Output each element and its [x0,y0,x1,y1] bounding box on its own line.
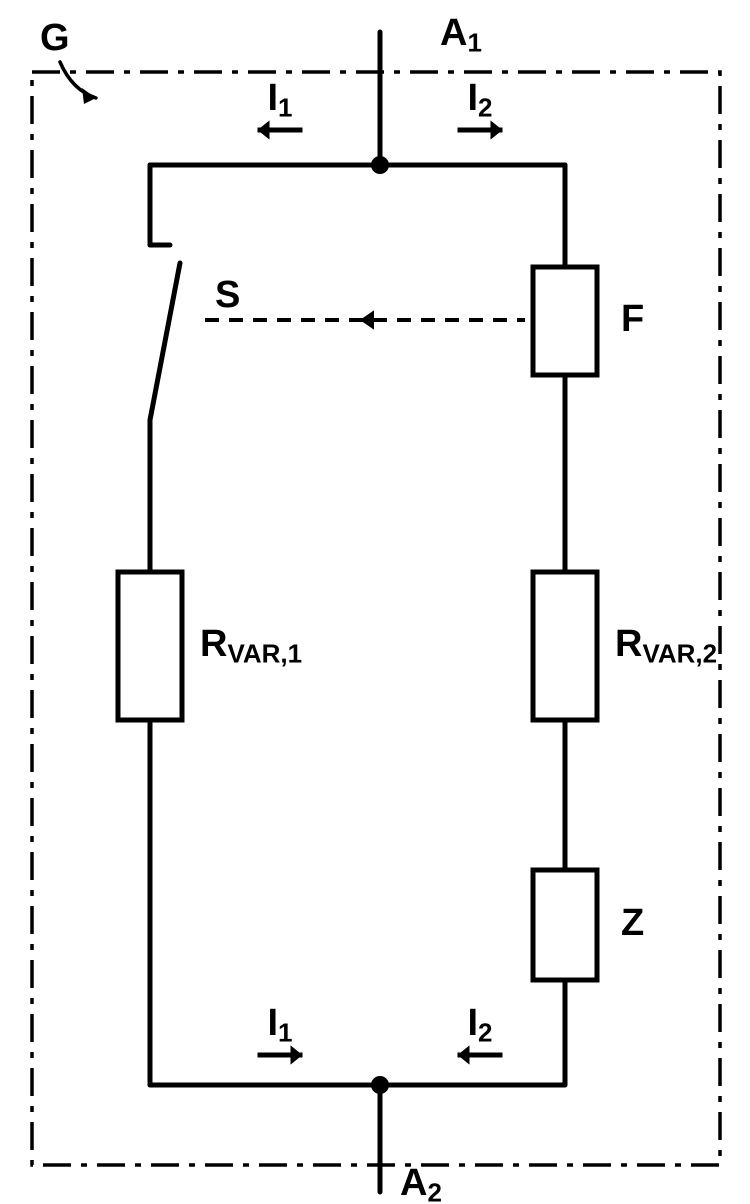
i2-bottom-label: I2 [467,1002,492,1047]
terminal-a1-label: A1 [440,12,482,57]
switch-label: S [215,274,240,316]
impedance-label: Z [621,902,644,944]
i1-top-label: I1 [267,77,292,122]
rvar2-label: RVAR,2 [615,623,717,668]
rvar1-label: RVAR,1 [200,623,302,668]
i1-bottom-label: I1 [267,1002,292,1047]
i2-top-label: I2 [467,77,492,122]
circuit-diagram: G A1 A2 S RVAR,1 F RVAR,2 Z I1 I2 I1 I2 [0,0,750,1204]
terminal-a2-label: A2 [400,1162,442,1204]
fuse-label: F [621,298,644,340]
boundary-leader [60,62,96,98]
boundary-label: G [40,17,70,59]
